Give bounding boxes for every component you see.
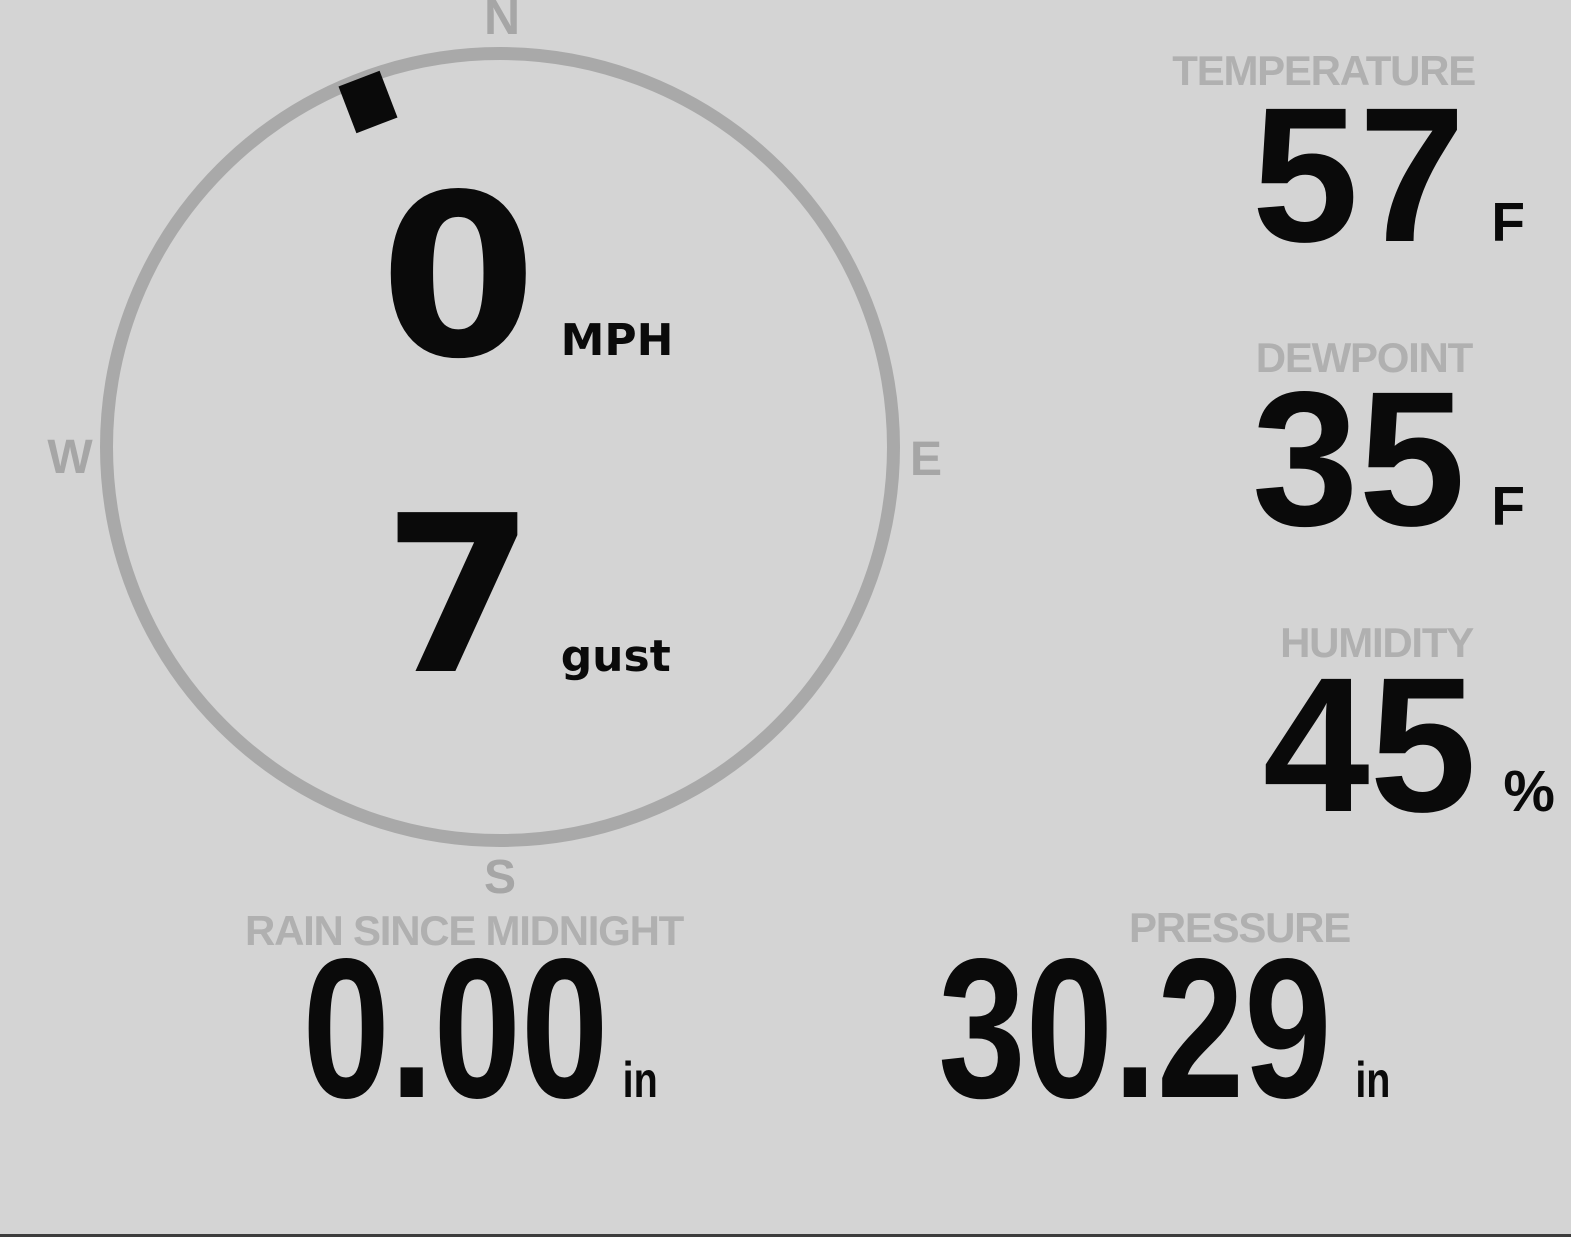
bottom-edge-bar <box>0 1234 1571 1237</box>
rain-unit: in <box>622 1052 658 1108</box>
temperature-reading: 57 F <box>1252 79 1525 271</box>
pressure-label: PRESSURE <box>1129 904 1351 951</box>
compass-north-label: N <box>483 0 521 45</box>
wind-speed-unit: MPH <box>560 315 674 366</box>
wind-speed-value: 0 <box>380 147 537 409</box>
rain-value: 0.00 <box>302 918 609 1140</box>
wind-gust-value: 7 <box>383 470 535 723</box>
humidity-reading: 45 % <box>1263 649 1555 841</box>
compass-south-label: S <box>483 851 517 904</box>
dewpoint-value: 35 <box>1251 351 1466 566</box>
humidity-unit: % <box>1503 759 1555 824</box>
dewpoint-reading: 35 F <box>1252 363 1525 555</box>
dewpoint-label: DEWPOINT <box>1255 334 1474 381</box>
pressure-reading: 30.29 in <box>938 930 1390 1129</box>
temperature-label: TEMPERATURE <box>1172 47 1476 94</box>
wind-speed: 0 MPH <box>380 166 673 391</box>
dewpoint-unit: F <box>1491 475 1525 537</box>
temperature-value: 57 <box>1251 67 1466 282</box>
compass-west-label: W <box>47 431 93 484</box>
rain-reading: 0.00 in <box>303 930 658 1129</box>
pressure-value: 30.29 <box>937 918 1332 1140</box>
wind-gust: 7 gust <box>383 488 671 706</box>
temperature-unit: F <box>1491 191 1525 253</box>
compass-east-label: E <box>909 433 943 486</box>
pressure-unit: in <box>1354 1052 1390 1108</box>
humidity-value: 45 <box>1262 637 1477 852</box>
humidity-label: HUMIDITY <box>1280 619 1474 666</box>
wind-gust-unit: gust <box>560 631 671 682</box>
rain-label: RAIN SINCE MIDNIGHT <box>245 907 684 954</box>
